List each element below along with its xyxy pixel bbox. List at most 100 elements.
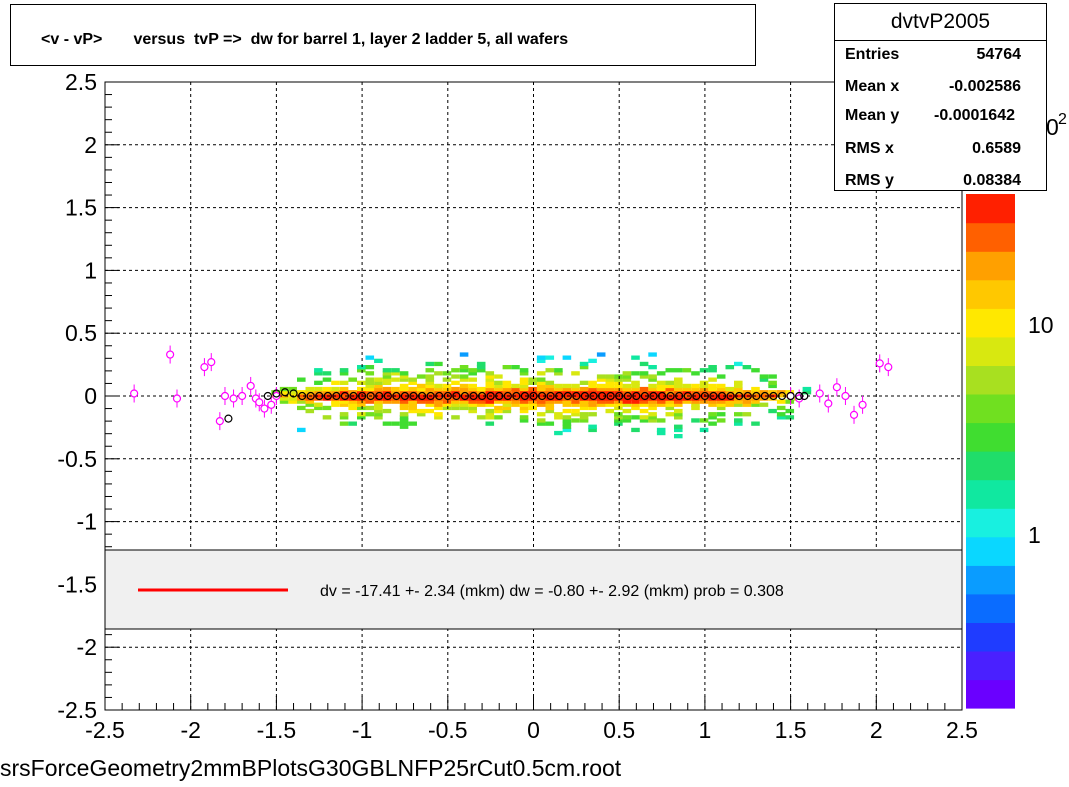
heatmap-cell bbox=[725, 365, 735, 370]
heatmap-cell bbox=[425, 374, 435, 379]
heatmap-cell bbox=[365, 396, 375, 401]
heatmap-cell bbox=[554, 412, 563, 417]
heatmap-cell bbox=[519, 386, 529, 392]
heatmap-cell bbox=[554, 368, 563, 373]
heatmap-cell bbox=[476, 402, 486, 407]
heatmap-cell bbox=[314, 380, 323, 385]
heatmap-cell bbox=[605, 383, 615, 389]
heatmap-cell bbox=[674, 396, 683, 401]
title-box: <v - vP> versus tvP => dw for barrel 1, … bbox=[10, 4, 756, 66]
profile-point-black bbox=[632, 391, 641, 401]
heatmap-cell bbox=[322, 415, 332, 420]
heatmap-cell bbox=[631, 386, 640, 392]
heatmap-cell bbox=[725, 393, 735, 398]
heatmap-cell bbox=[622, 383, 632, 389]
heatmap-cell bbox=[416, 396, 426, 401]
heatmap-cell bbox=[382, 396, 392, 401]
heatmap-cell bbox=[365, 393, 375, 398]
heatmap-cell bbox=[297, 405, 306, 411]
heatmap-cell bbox=[562, 421, 572, 426]
heatmap-cell bbox=[742, 393, 752, 398]
heatmap-cell bbox=[519, 380, 529, 385]
heatmap-cell bbox=[776, 412, 786, 417]
legend-fit-text: dv = -17.41 +- 2.34 (mkm) dw = -0.80 +- … bbox=[320, 583, 784, 600]
profile-point-black bbox=[546, 391, 555, 401]
heatmap-cell bbox=[708, 386, 717, 392]
heatmap-cell bbox=[545, 399, 555, 404]
heatmap-cell bbox=[519, 405, 529, 411]
heatmap-cell bbox=[725, 396, 735, 401]
heatmap-cell bbox=[751, 386, 760, 392]
heatmap-cell bbox=[691, 386, 700, 392]
y-tick-label: -0.5 bbox=[57, 446, 97, 472]
heatmap-cell bbox=[571, 396, 580, 401]
heatmap-cell bbox=[536, 386, 546, 392]
heatmap-cell bbox=[288, 396, 297, 401]
heatmap-cell bbox=[674, 380, 683, 385]
y-tick-label: 0 bbox=[84, 383, 97, 409]
heatmap-cell bbox=[725, 402, 735, 407]
heatmap-cell bbox=[536, 421, 546, 426]
heatmap-cell bbox=[614, 383, 623, 389]
heatmap-cell bbox=[614, 377, 623, 382]
profile-points bbox=[130, 345, 893, 431]
heatmap-cell bbox=[391, 396, 400, 401]
heatmap-cell bbox=[614, 374, 623, 379]
profile-point-black bbox=[555, 391, 564, 401]
heatmap-cell bbox=[365, 371, 375, 376]
heatmap-cell bbox=[562, 424, 572, 429]
heatmap-cell bbox=[288, 393, 297, 398]
heatmap-cell bbox=[716, 412, 726, 417]
heatmap-cell bbox=[408, 396, 417, 401]
heatmap-cell bbox=[691, 396, 700, 401]
heatmap-cell bbox=[682, 396, 692, 401]
heatmap-cell bbox=[434, 371, 443, 376]
heatmap-cell bbox=[442, 393, 452, 398]
heatmap-cell bbox=[468, 402, 477, 407]
heatmap-cell bbox=[528, 405, 537, 411]
heatmap-cell bbox=[656, 386, 666, 392]
heatmap-cell bbox=[734, 418, 743, 423]
heatmap-cell bbox=[682, 386, 692, 392]
heatmap-cell bbox=[451, 396, 460, 401]
heatmap-cells bbox=[271, 352, 812, 439]
profile-point-black bbox=[769, 391, 778, 401]
profile-point-black bbox=[726, 391, 735, 401]
heatmap-cell bbox=[288, 390, 297, 395]
profile-point-magenta bbox=[832, 383, 841, 392]
heatmap-cell bbox=[699, 368, 709, 373]
x-tick-label: 0.5 bbox=[603, 717, 635, 743]
heatmap-cell bbox=[734, 361, 743, 367]
heatmap-cell bbox=[468, 377, 477, 382]
stats-name: dvtvP2005 bbox=[890, 10, 991, 33]
chart-title: <v - vP> versus tvP => dw for barrel 1, … bbox=[41, 31, 569, 48]
heatmap-cell bbox=[802, 386, 812, 392]
heatmap-cell bbox=[588, 380, 597, 385]
profile-point-black bbox=[358, 391, 367, 401]
heatmap-cell bbox=[545, 402, 555, 407]
heatmap-cell bbox=[374, 399, 383, 404]
heatmap-cell bbox=[605, 374, 615, 379]
heatmap-cell bbox=[459, 365, 469, 370]
heatmap-cell bbox=[374, 412, 383, 417]
heatmap-cell bbox=[314, 396, 323, 401]
heatmap-cell bbox=[305, 402, 315, 407]
heatmap-cell bbox=[365, 386, 375, 392]
heatmap-cell bbox=[348, 393, 357, 398]
heatmap-cell bbox=[485, 421, 495, 426]
heatmap-cell bbox=[305, 399, 315, 404]
colorbar-partial-label: 0 bbox=[1046, 114, 1059, 140]
heatmap-cell bbox=[434, 415, 443, 420]
heatmap-cell bbox=[734, 396, 743, 401]
x-tick-label: -0.5 bbox=[428, 717, 468, 743]
heatmap-cell bbox=[674, 424, 683, 429]
heatmap-cell bbox=[425, 377, 435, 382]
x-tick-label: -1 bbox=[352, 717, 372, 743]
profile-point-black bbox=[743, 391, 752, 401]
heatmap-cell bbox=[297, 377, 306, 382]
heatmap-cell bbox=[631, 380, 640, 385]
heatmap-cell bbox=[485, 399, 495, 404]
heatmap-cell bbox=[494, 386, 503, 392]
heatmap-cell bbox=[691, 399, 700, 404]
heatmap-cell bbox=[571, 393, 580, 398]
